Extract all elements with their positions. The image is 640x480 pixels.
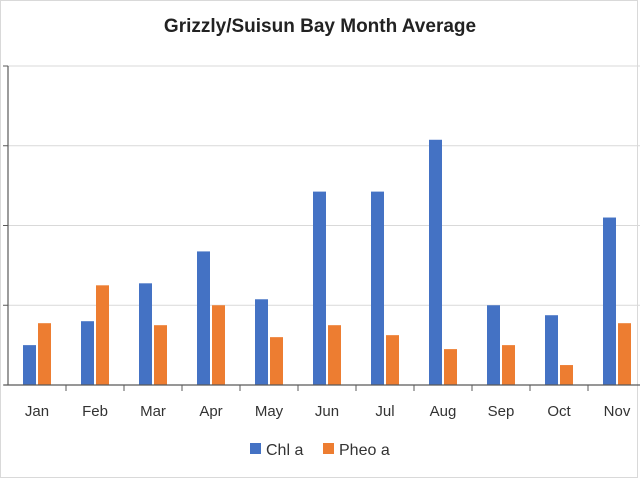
- x-tick-labels: Jan Feb Mar Apr May Jun Jul Aug Sep Oct Nov: [25, 403, 631, 420]
- bar-chl-a-jun: [313, 191, 326, 385]
- bar-chl-a-jan: [23, 345, 36, 385]
- chart-title: Grizzly/Suisun Bay Month Average: [163, 16, 477, 37]
- x-tick-label-aug: Aug: [430, 403, 457, 420]
- bar-chl-a-sep: [487, 305, 500, 385]
- x-tick-label-mar: Mar: [140, 403, 166, 420]
- bar-chl-a-apr: [197, 251, 210, 385]
- bar-chl-a-may: [255, 299, 268, 385]
- x-tick-label-jul: Jul: [375, 403, 394, 420]
- x-tick-label-apr: Apr: [199, 403, 222, 420]
- legend-swatch-pheo-a: [323, 443, 334, 454]
- legend-label-pheo-a: Pheo a: [339, 442, 390, 459]
- bar-pheo-a-mar: [154, 325, 167, 385]
- bar-chl-a-jul: [371, 191, 384, 385]
- x-tick-label-sep: Sep: [488, 403, 515, 420]
- axes: [3, 65, 640, 391]
- bar-chl-a-mar: [139, 283, 152, 385]
- legend-swatch-chl-a: [250, 443, 261, 454]
- legend-label-chl-a: Chl a: [266, 442, 303, 459]
- bar-pheo-a-may: [270, 337, 283, 385]
- x-tick-label-jun: Jun: [315, 403, 339, 420]
- bar-pheo-a-oct: [560, 365, 573, 385]
- x-tick-label-may: May: [255, 403, 284, 420]
- bar-pheo-a-nov: [618, 323, 631, 385]
- bar-pheo-a-jan: [38, 323, 51, 385]
- bar-pheo-a-apr: [212, 305, 225, 385]
- bar-pheo-a-sep: [502, 345, 515, 385]
- x-tick-label-jan: Jan: [25, 403, 49, 420]
- bar-chl-a-aug: [429, 139, 442, 385]
- bars: [23, 139, 631, 385]
- bar-pheo-a-jul: [386, 335, 399, 385]
- x-tick-label-oct: Oct: [547, 403, 571, 420]
- x-tick-label-feb: Feb: [82, 403, 108, 420]
- legend: Chl a Pheo a: [250, 442, 390, 459]
- bar-chl-a-oct: [545, 315, 558, 385]
- bar-chl-a-nov: [603, 217, 616, 385]
- bar-pheo-a-feb: [96, 285, 109, 385]
- bar-chl-a-feb: [81, 321, 94, 385]
- bar-pheo-a-jun: [328, 325, 341, 385]
- bar-pheo-a-aug: [444, 349, 457, 385]
- x-tick-label-nov: Nov: [604, 403, 631, 420]
